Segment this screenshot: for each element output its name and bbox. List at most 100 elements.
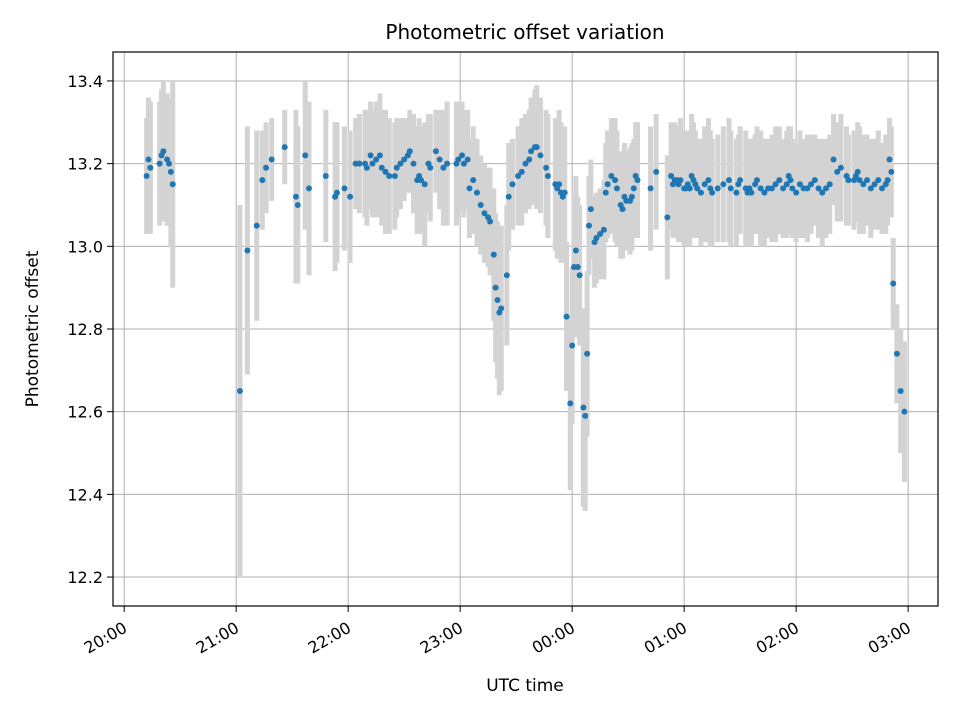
data-point: [406, 148, 413, 155]
data-point: [893, 350, 900, 357]
data-point: [587, 206, 594, 213]
data-point: [561, 189, 568, 196]
data-point: [608, 173, 615, 180]
data-point: [886, 156, 893, 163]
data-point: [701, 181, 708, 188]
data-point: [867, 185, 874, 192]
data-point: [436, 156, 443, 163]
data-point: [417, 177, 424, 184]
data-point: [369, 160, 376, 167]
data-point: [494, 297, 501, 304]
data-point: [783, 181, 790, 188]
data-point: [460, 160, 467, 167]
data-point: [378, 164, 385, 171]
data-point: [772, 181, 779, 188]
data-point: [427, 164, 434, 171]
data-point: [808, 181, 815, 188]
data-point: [464, 156, 471, 163]
x-axis-label: UTC time: [486, 676, 564, 696]
y-tick-label: 13.0: [67, 237, 103, 256]
data-point: [515, 173, 522, 180]
data-point: [860, 181, 867, 188]
data-point: [597, 230, 604, 237]
data-point: [572, 247, 579, 254]
data-point: [145, 156, 152, 163]
data-point: [263, 164, 270, 171]
data-point: [668, 173, 675, 180]
data-point: [528, 148, 535, 155]
data-point: [574, 263, 581, 270]
data-point: [826, 181, 833, 188]
data-point: [875, 177, 882, 184]
data-point: [584, 350, 591, 357]
data-point: [294, 201, 301, 208]
data-point: [793, 189, 800, 196]
data-point: [253, 222, 260, 229]
data-point: [748, 189, 755, 196]
data-point: [522, 160, 529, 167]
data-point: [376, 152, 383, 159]
data-point: [720, 181, 727, 188]
data-point: [845, 177, 852, 184]
y-tick-label: 13.2: [67, 155, 103, 174]
data-point: [537, 152, 544, 159]
y-axis-ticks: 12.2 12.4 12.6 12.8 13.0 13.2 13.4: [67, 72, 113, 587]
data-point: [481, 210, 488, 217]
data-point: [236, 388, 243, 395]
data-point: [634, 177, 641, 184]
data-point: [901, 408, 908, 415]
data-point: [694, 185, 701, 192]
data-point: [780, 185, 787, 192]
data-point: [259, 177, 266, 184]
data-point: [714, 185, 721, 192]
data-point: [604, 181, 611, 188]
data-point: [533, 144, 540, 151]
data-point: [580, 404, 587, 411]
data-point: [856, 177, 863, 184]
data-point: [593, 235, 600, 242]
data-point: [705, 177, 712, 184]
data-point: [363, 164, 370, 171]
data-point: [819, 189, 826, 196]
data-point: [804, 185, 811, 192]
y-tick-label: 12.2: [67, 568, 103, 587]
data-point: [505, 193, 512, 200]
data-point: [612, 177, 619, 184]
data-point: [503, 272, 510, 279]
data-point: [244, 247, 251, 254]
y-tick-label: 13.4: [67, 72, 103, 91]
data-point: [796, 181, 803, 188]
data-point: [356, 160, 363, 167]
data-point: [733, 189, 740, 196]
data-point: [647, 185, 654, 192]
data-point: [879, 185, 886, 192]
data-point: [397, 160, 404, 167]
data-points: [143, 144, 908, 419]
data-point: [768, 185, 775, 192]
data-point: [466, 185, 473, 192]
y-axis-label: Photometric offset: [23, 250, 43, 407]
data-point: [473, 189, 480, 196]
data-point: [757, 185, 764, 192]
data-point: [737, 177, 744, 184]
data-point: [628, 193, 635, 200]
data-point: [600, 226, 607, 233]
data-point: [619, 206, 626, 213]
data-point: [341, 185, 348, 192]
data-point: [890, 280, 897, 287]
data-point: [386, 173, 393, 180]
data-point: [147, 164, 154, 171]
data-point: [410, 160, 417, 167]
data-point: [585, 222, 592, 229]
data-point: [871, 181, 878, 188]
data-point: [569, 342, 576, 349]
data-point: [789, 185, 796, 192]
data-point: [160, 148, 167, 155]
data-point: [322, 173, 329, 180]
data-point: [498, 305, 505, 312]
data-point: [776, 177, 783, 184]
data-point: [630, 185, 637, 192]
data-point: [477, 201, 484, 208]
data-point: [582, 412, 589, 419]
